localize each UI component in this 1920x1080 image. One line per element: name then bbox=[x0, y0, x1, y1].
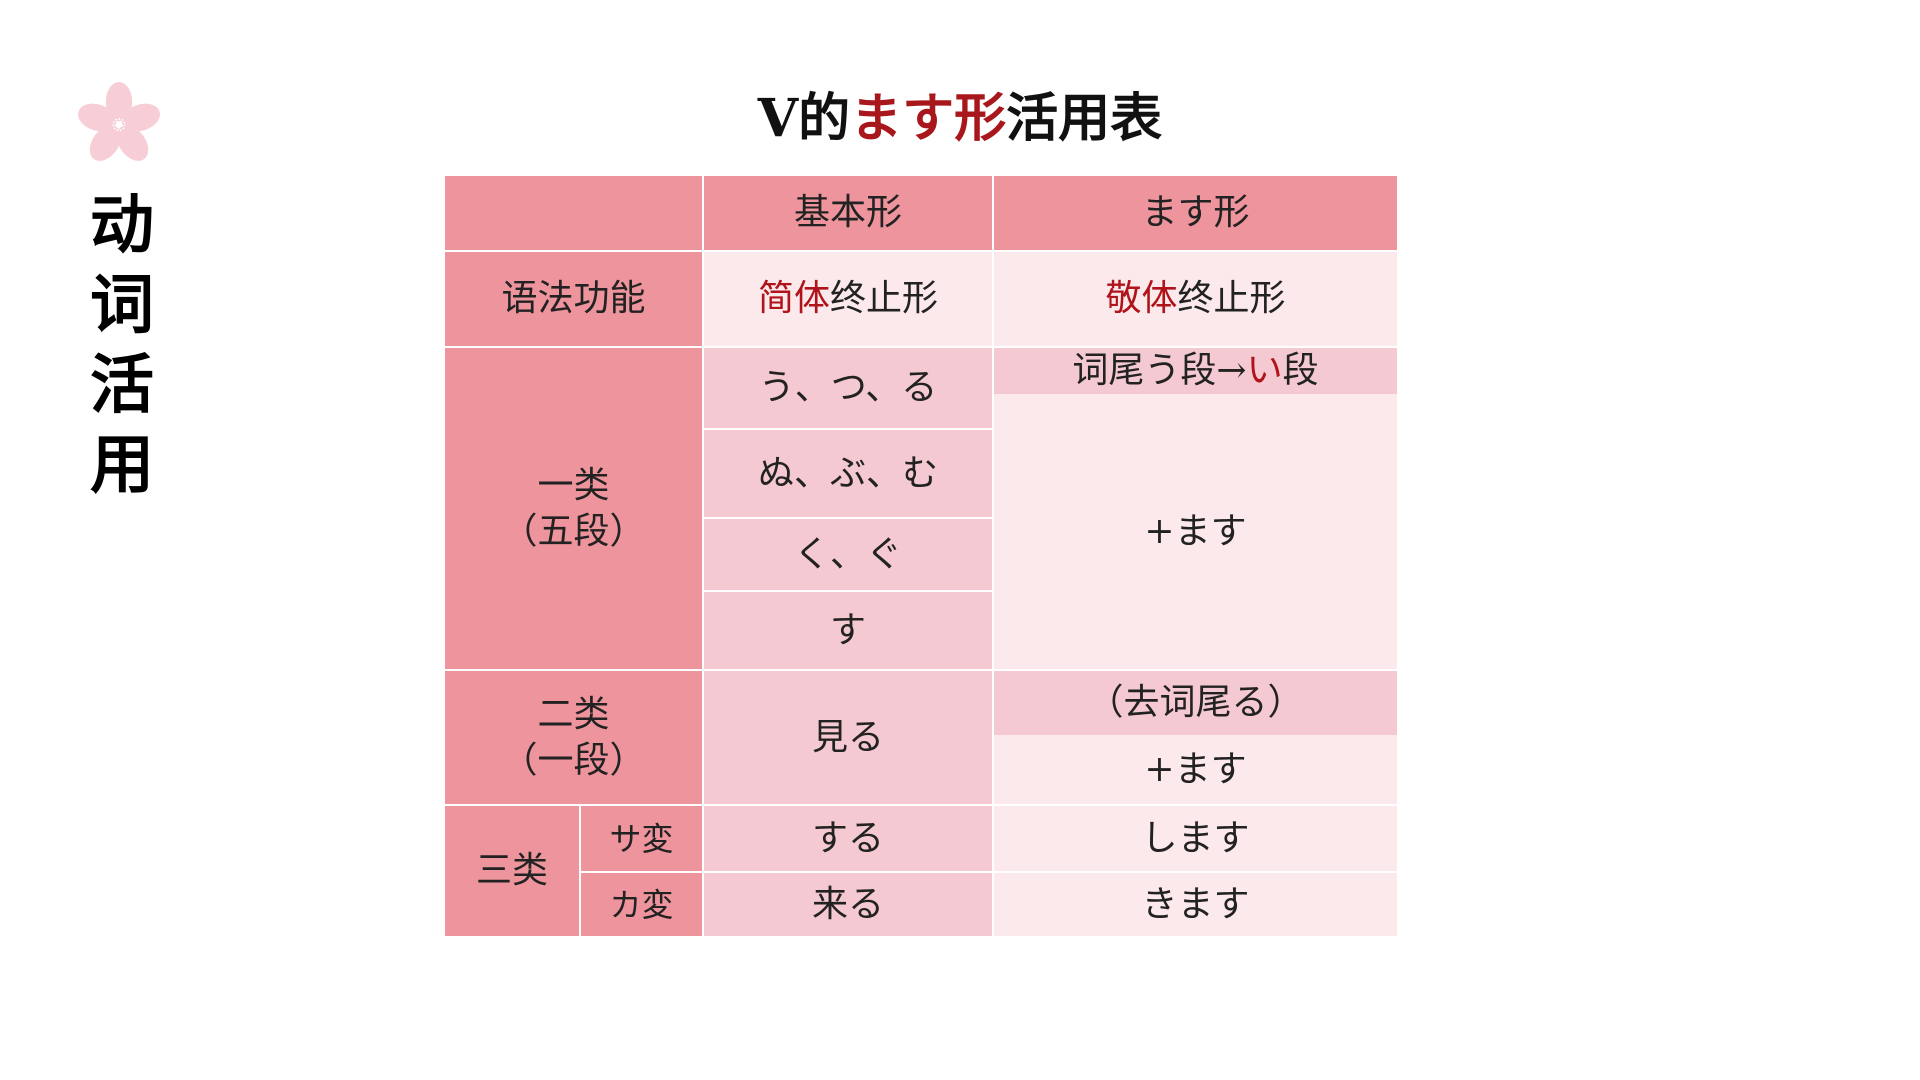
title-char: 用 bbox=[90, 429, 154, 503]
group1-rule-prefix: 词尾う段→ bbox=[1072, 350, 1247, 391]
page-title: V的ます形活用表 bbox=[0, 76, 1920, 151]
sakura-flower-icon bbox=[78, 82, 160, 161]
function-basic: 简体 终止形 bbox=[703, 251, 993, 347]
group3-basic: する bbox=[703, 805, 993, 872]
function-label: 语法功能 bbox=[444, 251, 703, 347]
group3-masu: します bbox=[993, 805, 1398, 872]
group1-add-masu: +ます bbox=[993, 394, 1398, 670]
group2-example: 見る bbox=[703, 670, 993, 805]
group1-ending: く、ぐ bbox=[703, 518, 993, 591]
header-masu-form: ます形 bbox=[993, 175, 1398, 251]
title-highlight: ます形 bbox=[850, 88, 1007, 149]
header-empty bbox=[444, 175, 703, 251]
group2-label-line1: 二类 bbox=[537, 693, 610, 735]
group3-type: カ変 bbox=[580, 872, 703, 937]
header-basic-form: 基本形 bbox=[703, 175, 993, 251]
group1-rule-suffix: 段 bbox=[1282, 350, 1319, 391]
group1-label-line1: 一类 bbox=[537, 464, 610, 506]
group3-label: 三类 bbox=[444, 805, 580, 937]
title-char: 活 bbox=[90, 349, 154, 423]
title-prefix: V的 bbox=[757, 88, 851, 149]
title-suffix: 活用表 bbox=[1006, 88, 1163, 149]
group1-label: 一类 （五段） bbox=[444, 347, 703, 670]
group1-label-line2: （五段） bbox=[501, 510, 646, 552]
group3-masu: きます bbox=[993, 872, 1398, 937]
group1-ending: う、つ、る bbox=[703, 347, 993, 429]
title-char: 动 bbox=[90, 189, 154, 263]
group3-basic: 来る bbox=[703, 872, 993, 937]
function-basic-red: 简体 bbox=[757, 278, 830, 319]
group1-ending: す bbox=[703, 591, 993, 670]
group2-label: 二类 （一段） bbox=[444, 670, 703, 805]
group3-type: サ変 bbox=[580, 805, 703, 872]
section-title-vertical: 动 词 活 用 bbox=[86, 186, 158, 506]
function-masu-red: 敬体 bbox=[1105, 278, 1178, 319]
function-basic-rest: 终止形 bbox=[830, 278, 939, 319]
group2-rule: （去词尾る） bbox=[993, 670, 1398, 735]
group2-add-masu: +ます bbox=[993, 735, 1398, 805]
title-char: 词 bbox=[90, 269, 154, 343]
group1-ending: ぬ、ぶ、む bbox=[703, 429, 993, 518]
group1-rule: 词尾う段→ い段 bbox=[993, 347, 1398, 394]
group2-label-line2: （一段） bbox=[501, 739, 646, 781]
group1-rule-red: い bbox=[1246, 350, 1283, 391]
function-masu-rest: 终止形 bbox=[1177, 278, 1286, 319]
function-masu: 敬体 终止形 bbox=[993, 251, 1398, 347]
